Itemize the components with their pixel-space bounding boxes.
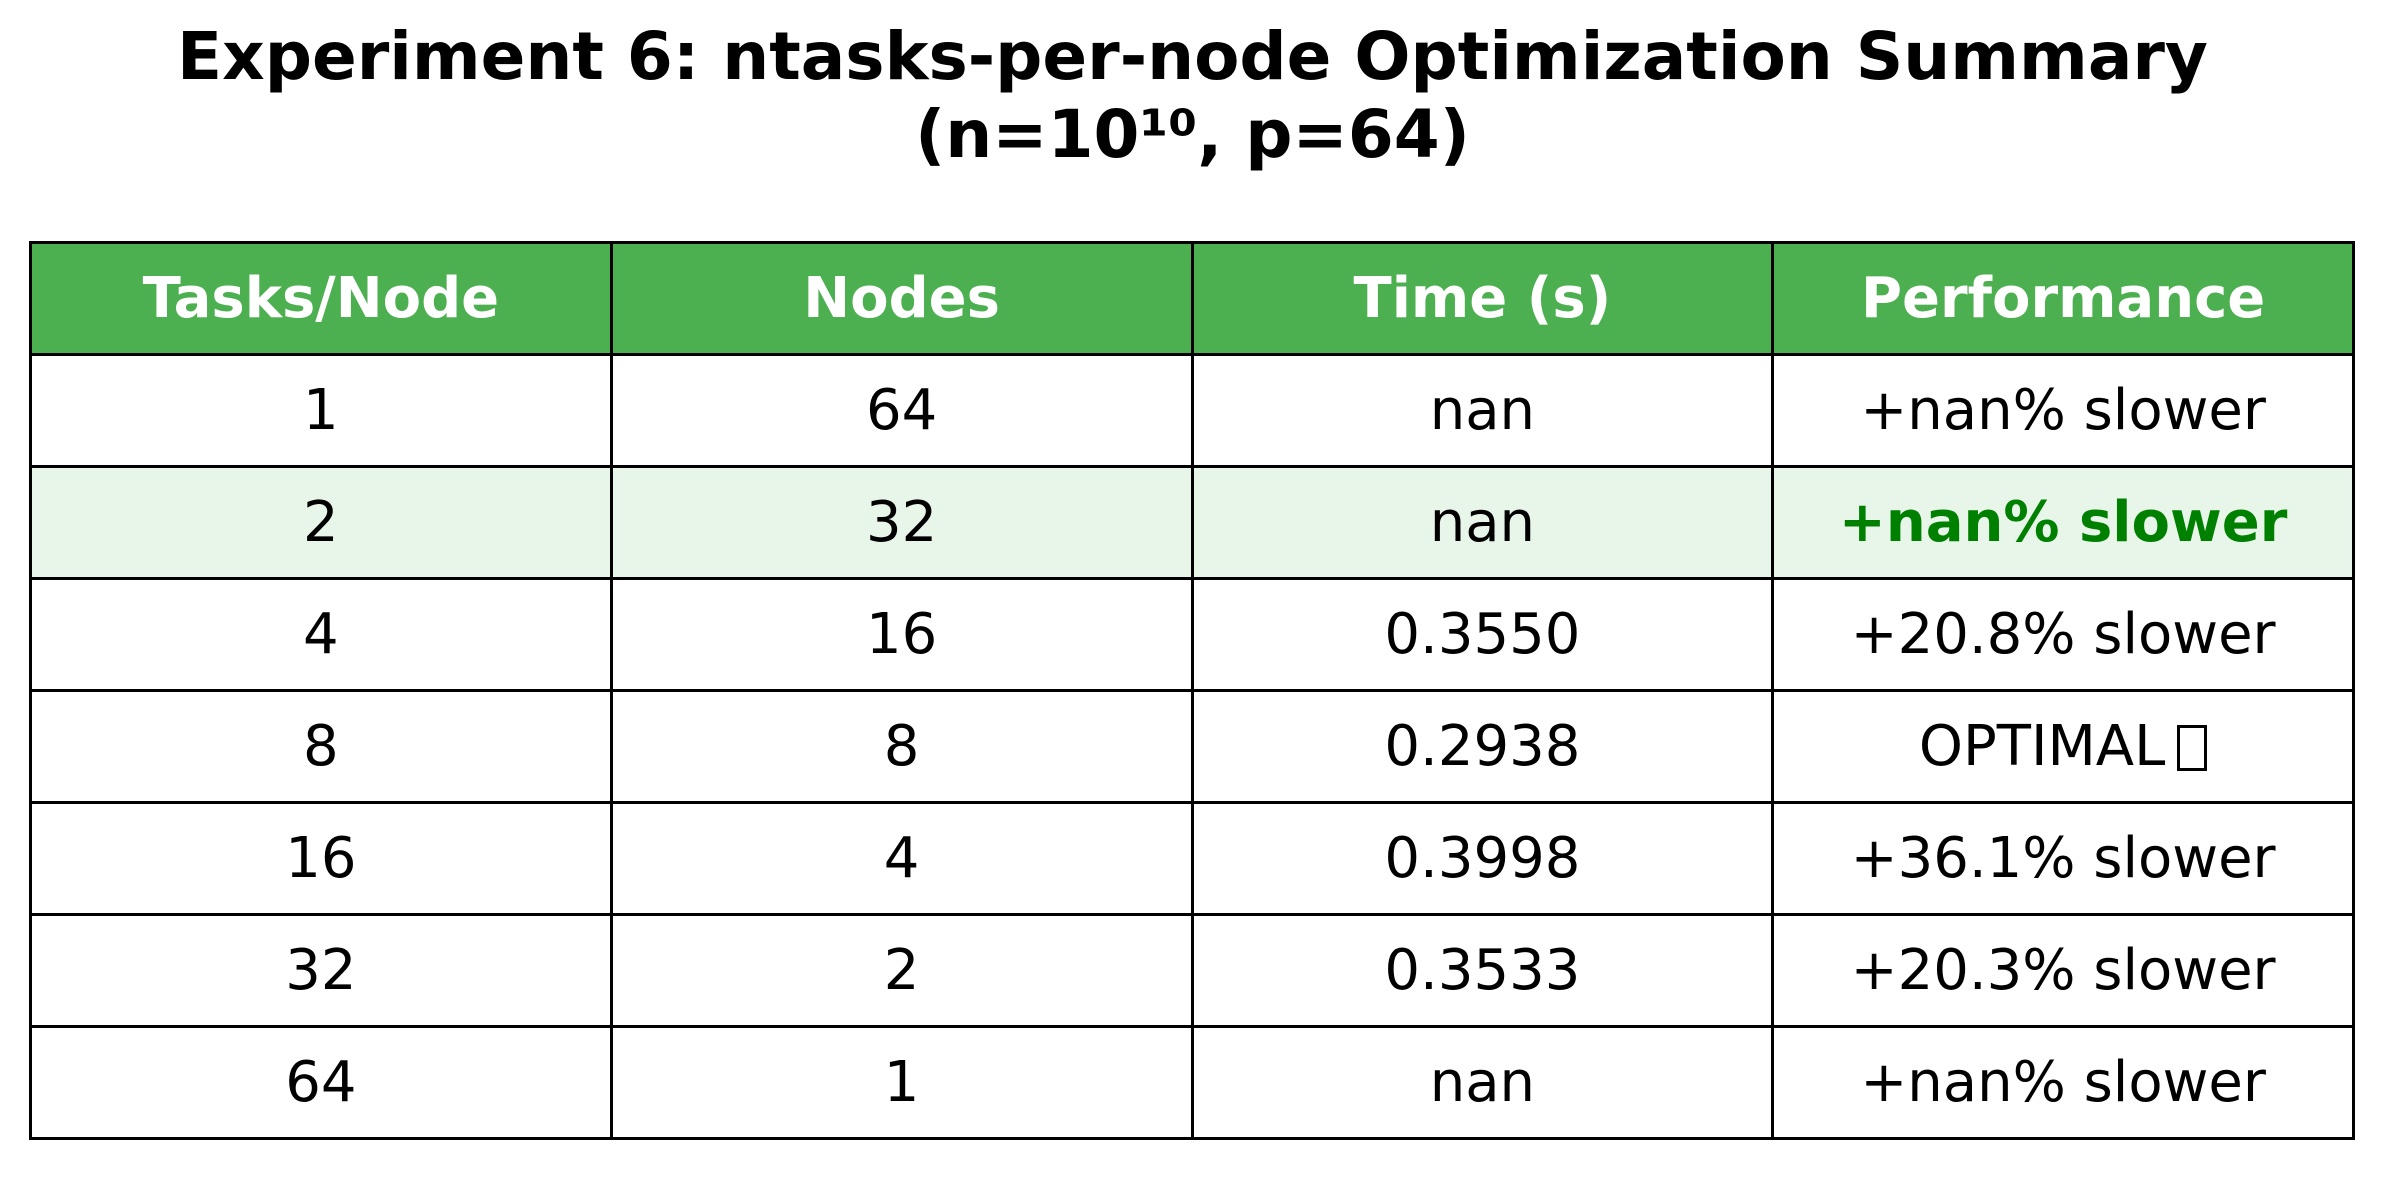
cell-performance: +36.1% slower [1771,801,2355,916]
cell-tasks-per-node: 32 [29,913,613,1028]
cell-nodes: 8 [609,689,1194,804]
summary-table: Tasks/Node Nodes Time (s) Performance 1 … [29,241,2355,1140]
cell-time: 0.3550 [1190,577,1775,692]
cell-performance: +nan% slower [1771,465,2355,580]
cell-nodes: 32 [609,465,1194,580]
table-row: 16 4 0.3998 +36.1% slower [29,801,2355,916]
optimal-label: OPTIMAL [1918,714,2166,779]
cell-tasks-per-node: 16 [29,801,613,916]
table-row: 1 64 nan +nan% slower [29,353,2355,468]
subtitle-line: (n=10¹⁰, p=64) [915,96,1470,173]
cell-nodes: 16 [609,577,1194,692]
cell-performance: +20.3% slower [1771,913,2355,1028]
title-line: Experiment 6: ntasks-per-node Optimizati… [177,18,2208,95]
cell-nodes: 64 [609,353,1194,468]
header-tasks-per-node: Tasks/Node [29,241,613,356]
table-row-optimal: 8 8 0.2938 OPTIMAL [29,689,2355,804]
cell-nodes: 1 [609,1025,1194,1140]
cell-performance: +nan% slower [1771,353,2355,468]
cell-tasks-per-node: 1 [29,353,613,468]
cell-time: 0.3533 [1190,913,1775,1028]
missing-glyph-icon [2177,725,2208,771]
table-row: 32 2 0.3533 +20.3% slower [29,913,2355,1028]
header-time: Time (s) [1190,241,1775,356]
cell-performance: +nan% slower [1771,1025,2355,1140]
header-nodes: Nodes [609,241,1194,356]
cell-time: nan [1190,465,1775,580]
table-row: 64 1 nan +nan% slower [29,1025,2355,1140]
cell-time: nan [1190,1025,1775,1140]
header-row: Tasks/Node Nodes Time (s) Performance [29,241,2355,356]
cell-time: nan [1190,353,1775,468]
cell-tasks-per-node: 64 [29,1025,613,1140]
header-performance: Performance [1771,241,2355,356]
cell-tasks-per-node: 2 [29,465,613,580]
table-row: 4 16 0.3550 +20.8% slower [29,577,2355,692]
table-row-highlighted: 2 32 nan +nan% slower [29,465,2355,580]
cell-time: 0.2938 [1190,689,1775,804]
chart-title: Experiment 6: ntasks-per-node Optimizati… [0,18,2385,174]
cell-nodes: 2 [609,913,1194,1028]
cell-performance: +20.8% slower [1771,577,2355,692]
cell-time: 0.3998 [1190,801,1775,916]
cell-tasks-per-node: 4 [29,577,613,692]
cell-nodes: 4 [609,801,1194,916]
cell-performance: OPTIMAL [1771,689,2355,804]
cell-tasks-per-node: 8 [29,689,613,804]
